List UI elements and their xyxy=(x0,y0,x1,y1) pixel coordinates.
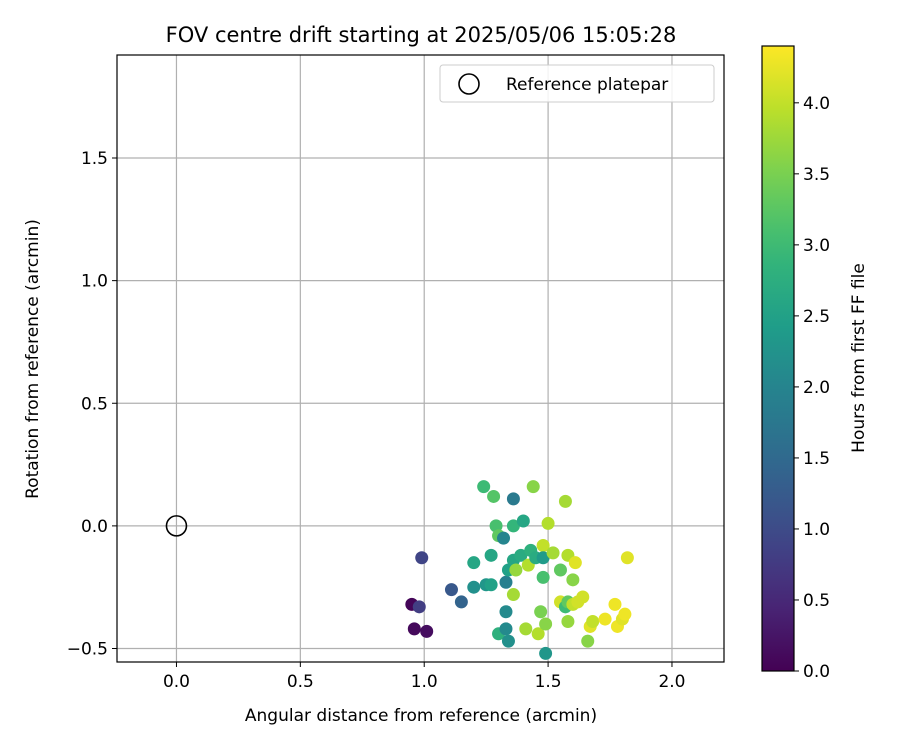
data-point xyxy=(506,492,520,506)
data-point xyxy=(558,494,572,508)
data-point xyxy=(467,580,481,594)
data-point xyxy=(541,516,555,530)
data-point xyxy=(454,595,468,609)
colorbar-tick-label: 0.0 xyxy=(803,662,830,682)
plot-area: 0.0 0.5 1.0 1.5 2.0 −0.5 0.0 0.5 1.0 1.5 Reference… xyxy=(67,54,725,692)
data-point xyxy=(477,480,491,494)
data-point xyxy=(407,622,421,636)
data-point xyxy=(526,480,540,494)
data-point xyxy=(536,570,550,584)
y-tick-label: 1.5 xyxy=(81,149,108,169)
legend-reference-marker xyxy=(458,73,480,95)
data-point xyxy=(553,563,567,577)
data-point xyxy=(620,551,634,565)
data-point xyxy=(506,588,520,602)
colorbar-scale xyxy=(761,45,795,672)
data-point xyxy=(415,551,429,565)
y-tick-label: −0.5 xyxy=(67,640,108,660)
data-point xyxy=(534,605,548,619)
colorbar: 0.0 0.5 1.0 1.5 2.0 2.5 3.0 3.5 4.0 xyxy=(761,45,830,682)
x-tick-label: 1.5 xyxy=(535,672,562,692)
axes-frame xyxy=(116,54,725,663)
data-point xyxy=(484,548,498,562)
x-tick-label: 2.0 xyxy=(658,672,685,692)
data-point xyxy=(608,597,622,611)
data-point xyxy=(499,622,513,636)
data-point xyxy=(618,607,632,621)
data-point xyxy=(531,627,545,641)
data-point xyxy=(546,546,560,560)
x-tick-label: 0.5 xyxy=(287,672,314,692)
colorbar-tick-label: 1.0 xyxy=(803,520,830,540)
data-point xyxy=(516,514,530,528)
data-point xyxy=(576,590,590,604)
colorbar-tick-label: 0.5 xyxy=(803,591,830,611)
data-point xyxy=(506,519,520,533)
x-tick-label: 1.0 xyxy=(411,672,438,692)
data-point xyxy=(509,563,523,577)
colorbar-tick-label: 2.5 xyxy=(803,307,830,327)
data-point xyxy=(598,612,612,626)
data-point xyxy=(489,519,503,533)
legend: Reference platepar xyxy=(439,64,715,103)
y-tick-label: 1.0 xyxy=(81,272,108,292)
data-point xyxy=(484,578,498,592)
data-point xyxy=(581,634,595,648)
data-point xyxy=(586,615,600,629)
data-point xyxy=(536,551,550,565)
data-point xyxy=(499,605,513,619)
data-point xyxy=(444,583,458,597)
y-tick-label: 0.5 xyxy=(81,394,108,414)
data-point xyxy=(501,634,515,648)
data-point xyxy=(514,548,528,562)
data-point xyxy=(519,622,533,636)
x-tick-label: 0.0 xyxy=(163,672,190,692)
data-point xyxy=(487,489,501,503)
data-point xyxy=(412,600,426,614)
y-tick-label: 0.0 xyxy=(81,517,108,537)
colorbar-tick-label: 3.5 xyxy=(803,165,830,185)
data-point xyxy=(568,556,582,570)
data-point xyxy=(539,646,553,660)
legend-label: Reference platepar xyxy=(506,75,668,95)
data-point xyxy=(539,617,553,631)
data-point xyxy=(467,556,481,570)
colorbar-tick-label: 2.0 xyxy=(803,378,830,398)
colorbar-tick-label: 1.5 xyxy=(803,449,830,469)
x-axis-label: Angular distance from reference (arcmin) xyxy=(245,706,597,726)
data-point xyxy=(496,531,510,545)
data-point xyxy=(561,615,575,629)
colorbar-tick-label: 4.0 xyxy=(803,94,830,114)
legend-box xyxy=(439,64,715,103)
y-axis-label: Rotation from reference (arcmin) xyxy=(23,219,43,499)
data-point xyxy=(566,573,580,587)
data-point xyxy=(420,624,434,638)
colorbar-tick-label: 3.0 xyxy=(803,236,830,256)
data-point xyxy=(536,539,550,553)
chart-title: FOV centre drift starting at 2025/05/06 … xyxy=(166,23,677,47)
reference-platepar-marker xyxy=(165,515,188,537)
colorbar-label: Hours from first FF file xyxy=(849,263,869,453)
data-point xyxy=(499,575,513,589)
